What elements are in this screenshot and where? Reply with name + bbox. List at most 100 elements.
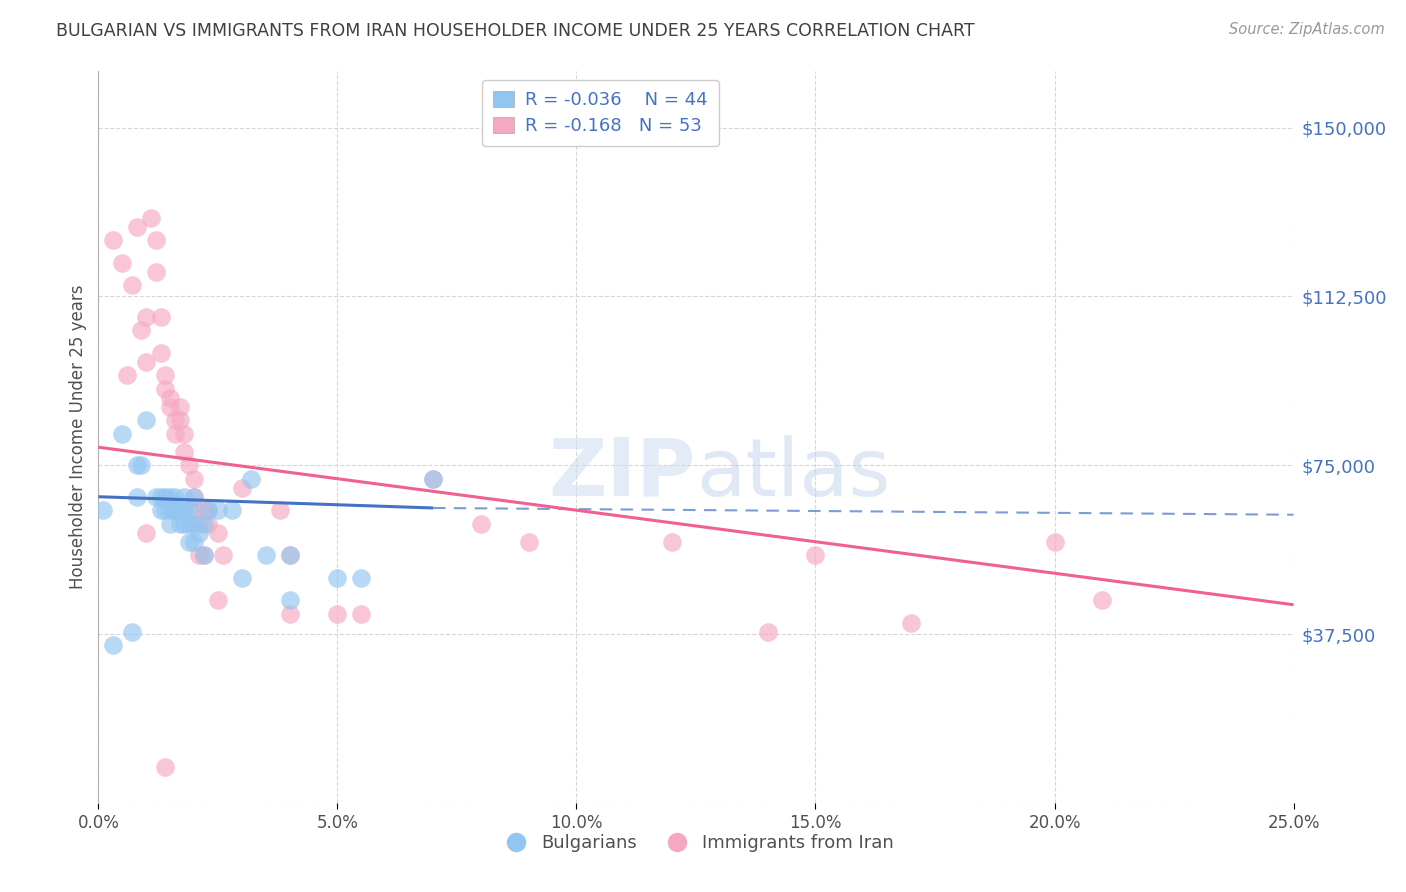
Point [135, 413, 157, 427]
Point [135, 310, 157, 324]
Point [207, 593, 229, 607]
Point [155, 760, 177, 774]
Point [240, 472, 263, 486]
Point [159, 490, 181, 504]
Point [125, 219, 148, 234]
Point [131, 323, 153, 337]
Point [804, 548, 827, 562]
Point [163, 490, 186, 504]
Point [661, 534, 683, 549]
Text: Source: ZipAtlas.com: Source: ZipAtlas.com [1229, 22, 1385, 37]
Point [221, 503, 243, 517]
Point [179, 503, 201, 517]
Point [269, 503, 291, 517]
Point [135, 525, 157, 540]
Text: ZIP: ZIP [548, 434, 696, 513]
Text: atlas: atlas [696, 434, 890, 513]
Point [179, 534, 201, 549]
Point [183, 490, 205, 504]
Point [169, 400, 191, 414]
Point [159, 391, 181, 405]
Point [125, 458, 148, 473]
Point [145, 233, 167, 247]
Point [193, 516, 215, 531]
Point [326, 571, 349, 585]
Point [173, 490, 195, 504]
Point [900, 615, 922, 630]
Y-axis label: Householder Income Under 25 years: Householder Income Under 25 years [69, 285, 87, 590]
Point [422, 472, 444, 486]
Point [163, 503, 186, 517]
Point [193, 548, 215, 562]
Point [135, 354, 157, 368]
Point [159, 400, 181, 414]
Point [169, 413, 191, 427]
Point [173, 503, 195, 517]
Point [179, 516, 201, 531]
Point [115, 368, 138, 383]
Point [169, 516, 191, 531]
Point [207, 503, 229, 517]
Point [278, 593, 301, 607]
Point [207, 525, 229, 540]
Point [197, 503, 219, 517]
Point [197, 503, 219, 517]
Point [278, 548, 301, 562]
Point [422, 472, 444, 486]
Point [169, 503, 191, 517]
Point [187, 516, 209, 531]
Point [139, 211, 162, 225]
Point [193, 503, 215, 517]
Point [193, 548, 215, 562]
Point [187, 548, 209, 562]
Point [163, 426, 186, 441]
Point [121, 624, 143, 639]
Point [183, 490, 205, 504]
Point [149, 310, 172, 324]
Point [159, 503, 181, 517]
Point [231, 481, 253, 495]
Point [1091, 593, 1114, 607]
Point [101, 233, 124, 247]
Point [350, 607, 373, 621]
Point [111, 426, 134, 441]
Legend: Bulgarians, Immigrants from Iran: Bulgarians, Immigrants from Iran [491, 827, 901, 860]
Point [187, 525, 209, 540]
Point [149, 503, 172, 517]
Point [91, 503, 114, 517]
Point [155, 490, 177, 504]
Point [183, 534, 205, 549]
Point [131, 458, 153, 473]
Point [159, 516, 181, 531]
Point [101, 638, 124, 652]
Point [155, 503, 177, 517]
Point [278, 548, 301, 562]
Point [183, 516, 205, 531]
Point [254, 548, 277, 562]
Point [278, 607, 301, 621]
Point [149, 345, 172, 359]
Point [173, 516, 195, 531]
Point [149, 490, 172, 504]
Point [173, 426, 195, 441]
Point [326, 607, 349, 621]
Point [231, 571, 253, 585]
Point [211, 548, 233, 562]
Point [121, 278, 143, 293]
Point [350, 571, 373, 585]
Point [756, 624, 779, 639]
Point [145, 490, 167, 504]
Point [173, 444, 195, 458]
Point [183, 503, 205, 517]
Text: BULGARIAN VS IMMIGRANTS FROM IRAN HOUSEHOLDER INCOME UNDER 25 YEARS CORRELATION : BULGARIAN VS IMMIGRANTS FROM IRAN HOUSEH… [56, 22, 974, 40]
Point [197, 516, 219, 531]
Point [163, 413, 186, 427]
Point [163, 503, 186, 517]
Point [111, 255, 134, 269]
Point [155, 368, 177, 383]
Point [145, 265, 167, 279]
Point [517, 534, 540, 549]
Point [1043, 534, 1066, 549]
Point [155, 382, 177, 396]
Point [179, 458, 201, 473]
